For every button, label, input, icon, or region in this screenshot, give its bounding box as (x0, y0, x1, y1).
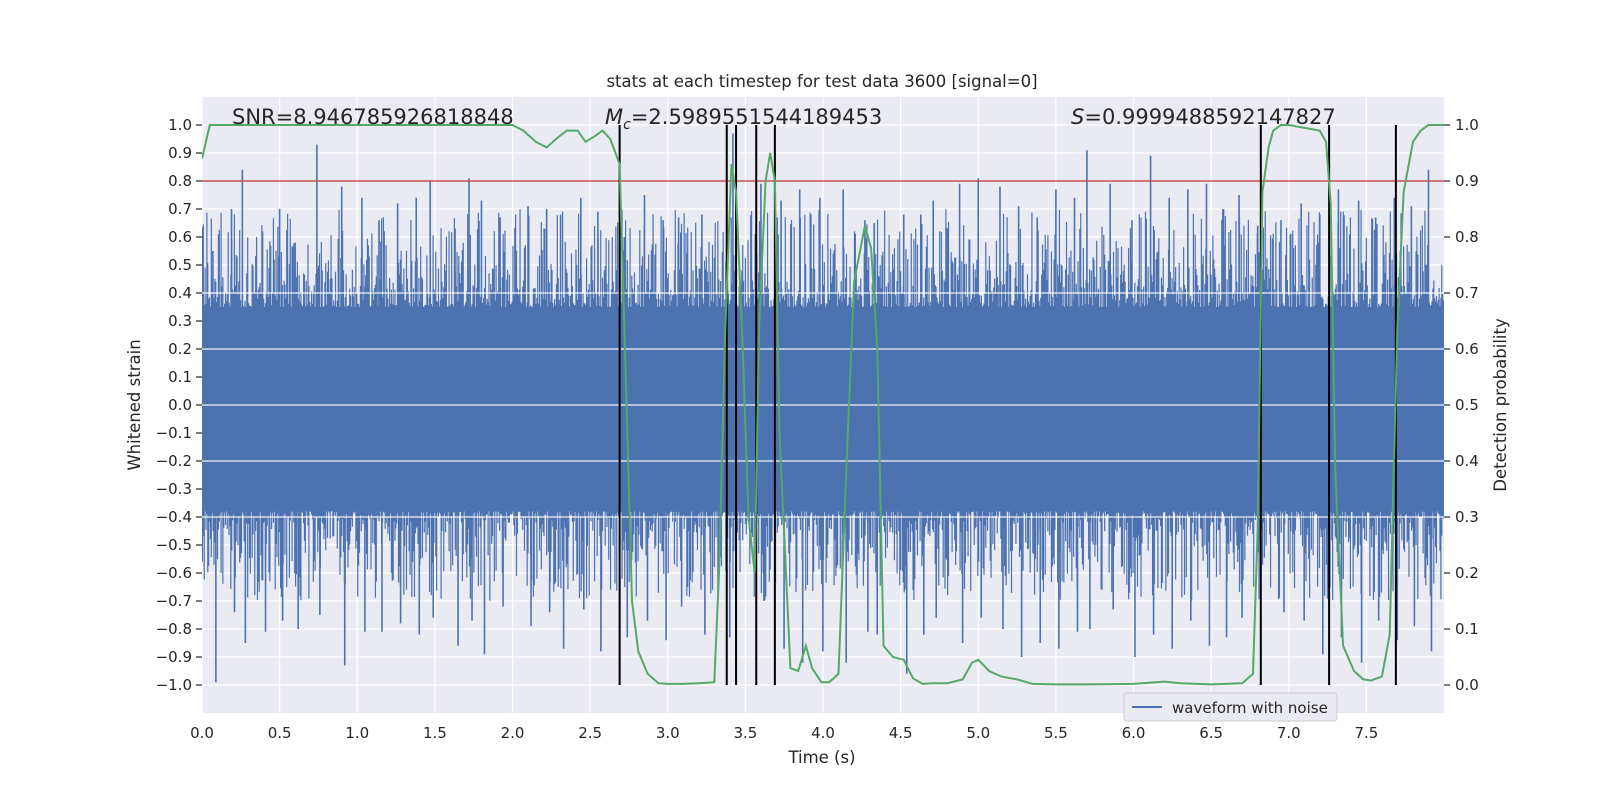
y-tick-label: 0.2 (168, 340, 192, 358)
x-tick-label: 4.0 (811, 724, 835, 742)
x-axis-ticks: 0.0 0.5 1.0 1.5 2.0 2.5 3.0 3.5 4.0 4.5 5.0 5.5 6.0 6… (190, 724, 1378, 742)
series-waveform-with-noise (202, 133, 1444, 683)
x-tick-label: 5.5 (1044, 724, 1068, 742)
y-tick-label: −0.4 (156, 508, 192, 526)
y-axis-label: Whitened strain (125, 339, 144, 470)
y2-tick-label: 0.2 (1455, 564, 1479, 582)
x-tick-label: 4.5 (889, 724, 913, 742)
y-tick-label: 0.6 (168, 228, 192, 246)
y2-tick-label: 0.9 (1455, 172, 1479, 190)
x-tick-label: 2.0 (501, 724, 525, 742)
y2-tick-label: 0.4 (1455, 452, 1479, 470)
legend-label: waveform with noise (1172, 699, 1328, 717)
y-tick-label: 0.0 (168, 396, 192, 414)
y-tick-label: 0.1 (168, 368, 192, 386)
snr-annotation: SNR=8.946785926818848 (232, 105, 514, 129)
y2-tick-label: 0.1 (1455, 620, 1479, 638)
y-tick-label: −1.0 (156, 676, 192, 694)
waveform-core-band (202, 321, 1444, 501)
chirp-mass-symbol: M (605, 105, 623, 129)
y-tick-label: 0.8 (168, 172, 192, 190)
chirp-mass-value: =2.5989551544189453 (631, 105, 882, 129)
y2-tick-label: 0.5 (1455, 396, 1479, 414)
y-tick-label: −0.2 (156, 452, 192, 470)
y-tick-label: 1.0 (168, 116, 192, 134)
y-tick-label: −0.5 (156, 536, 192, 554)
y2-tick-label: 0.0 (1455, 676, 1479, 694)
x-tick-label: 2.5 (578, 724, 602, 742)
significance-value: =0.9999488592147827 (1084, 105, 1335, 129)
y-tick-label: 0.3 (168, 312, 192, 330)
chirp-mass-subscript: c (623, 117, 631, 133)
y-tick-label: −0.3 (156, 480, 192, 498)
x-tick-label: 5.0 (966, 724, 990, 742)
y-tick-label: 0.9 (168, 144, 192, 162)
x-tick-label: 3.5 (733, 724, 757, 742)
y2-tick-label: 0.7 (1455, 284, 1479, 302)
chirp-mass-annotation: Mc=2.5989551544189453 (605, 105, 882, 133)
x-tick-label: 6.0 (1122, 724, 1146, 742)
x-tick-label: 1.0 (345, 724, 369, 742)
y2-tick-label: 0.6 (1455, 340, 1479, 358)
series-detection-probability (202, 124, 1444, 686)
y2-tick-label: 0.3 (1455, 508, 1479, 526)
x-tick-label: 6.5 (1199, 724, 1223, 742)
x-tick-label: 1.5 (423, 724, 447, 742)
y-tick-label: −0.1 (156, 424, 192, 442)
y-axis-ticks: 1.0 0.9 0.8 0.7 0.6 0.5 0.4 0.3 0.2 0.1 0.0 −0.1 −0.… (156, 116, 202, 694)
legend: waveform with noise (1123, 692, 1338, 722)
y-tick-label: 0.4 (168, 284, 192, 302)
legend-box (1123, 692, 1338, 722)
significance-annotation: S=0.9999488592147827 (1071, 105, 1336, 129)
significance-symbol: S (1071, 105, 1084, 129)
x-tick-label: 3.0 (656, 724, 680, 742)
y2-tick-label: 1.0 (1455, 116, 1479, 134)
y-tick-label: −0.8 (156, 620, 192, 638)
x-tick-label: 0.5 (268, 724, 292, 742)
y-tick-label: −0.9 (156, 648, 192, 666)
x-tick-label: 7.0 (1277, 724, 1301, 742)
x-tick-label: 7.5 (1354, 724, 1378, 742)
x-axis-label: Time (s) (787, 748, 855, 767)
chart-title: stats at each timestep for test data 360… (606, 72, 1037, 91)
y2-axis-ticks: 1.0 0.9 0.8 0.7 0.6 0.5 0.4 0.3 0.2 0.1 0.0 (1444, 116, 1479, 694)
y-tick-label: 0.5 (168, 256, 192, 274)
y-tick-label: 0.7 (168, 200, 192, 218)
y2-tick-label: 0.8 (1455, 228, 1479, 246)
y-tick-label: −0.6 (156, 564, 192, 582)
x-tick-label: 0.0 (190, 724, 214, 742)
y-tick-label: −0.7 (156, 592, 192, 610)
y2-axis-label: Detection probability (1491, 318, 1510, 492)
